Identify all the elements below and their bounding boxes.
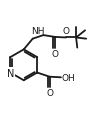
Text: O: O — [51, 49, 58, 58]
Text: N: N — [7, 68, 14, 78]
Text: OH: OH — [62, 73, 75, 82]
Text: NH: NH — [31, 26, 45, 35]
Text: O: O — [62, 27, 69, 36]
Text: O: O — [46, 89, 53, 97]
